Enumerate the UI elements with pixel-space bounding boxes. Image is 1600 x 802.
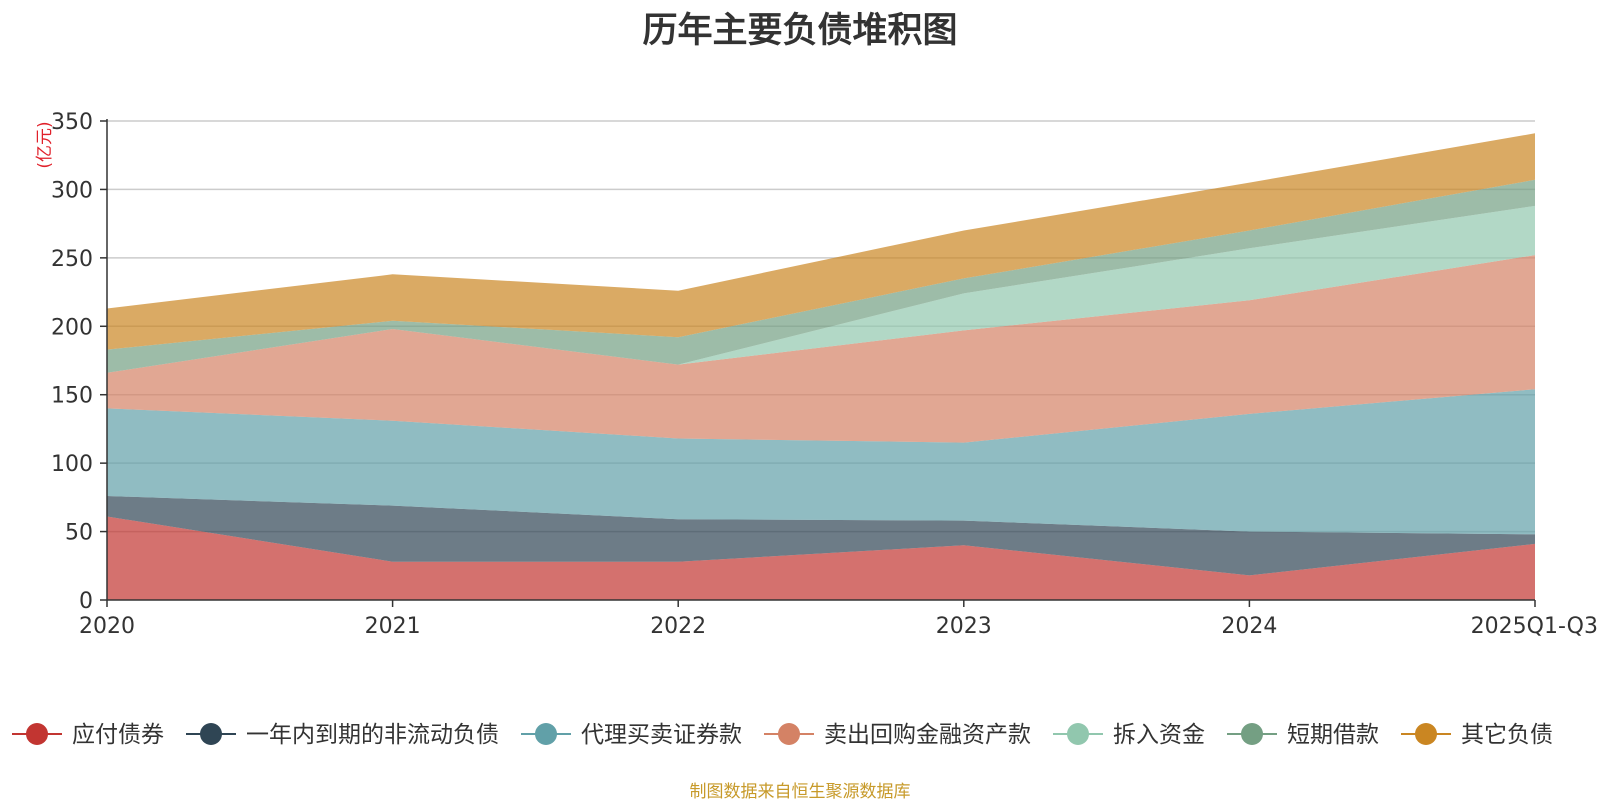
chart-title: 历年主要负债堆积图 bbox=[642, 11, 958, 51]
legend-label: 代理买卖证券款 bbox=[581, 722, 742, 748]
y-tick-label: 200 bbox=[51, 315, 93, 340]
y-tick-label: 250 bbox=[51, 247, 93, 272]
legend-marker bbox=[535, 723, 557, 745]
legend-label: 应付债券 bbox=[72, 722, 164, 748]
x-tick-label: 2023 bbox=[936, 614, 992, 639]
legend-item-3[interactable]: 卖出回购金融资产款 bbox=[764, 722, 1031, 748]
legend-item-4[interactable]: 拆入资金 bbox=[1053, 722, 1205, 748]
x-tick-label: 2024 bbox=[1221, 614, 1277, 639]
legend-label: 其它负债 bbox=[1461, 722, 1553, 748]
area-series-2 bbox=[107, 389, 1535, 535]
x-tick-label: 2020 bbox=[79, 614, 135, 639]
area-series-6 bbox=[107, 133, 1535, 350]
legend-marker bbox=[200, 723, 222, 745]
area-series-4 bbox=[107, 205, 1535, 373]
y-tick-label: 0 bbox=[79, 589, 93, 614]
legend-marker bbox=[1415, 723, 1437, 745]
legend-label: 短期借款 bbox=[1287, 722, 1379, 748]
legend-item-0[interactable]: 应付债券 bbox=[12, 722, 164, 748]
legend-marker bbox=[1241, 723, 1263, 745]
legend-marker bbox=[26, 723, 48, 745]
x-tick-label: 2022 bbox=[650, 614, 706, 639]
y-tick-label: 150 bbox=[51, 384, 93, 409]
legend-label: 卖出回购金融资产款 bbox=[824, 722, 1031, 748]
y-tick-label: 300 bbox=[51, 178, 93, 203]
y-tick-label: 350 bbox=[51, 110, 93, 135]
y-tick-label: 50 bbox=[65, 521, 93, 546]
area-series-0 bbox=[107, 516, 1535, 600]
x-tick-label: 2025Q1-Q3 bbox=[1471, 614, 1598, 639]
legend-label: 拆入资金 bbox=[1113, 722, 1205, 748]
legend-item-2[interactable]: 代理买卖证券款 bbox=[521, 722, 742, 748]
legend-label: 一年内到期的非流动负债 bbox=[246, 722, 499, 748]
area-series-1 bbox=[107, 496, 1535, 576]
legend-marker bbox=[1067, 723, 1089, 745]
y-tick-label: 100 bbox=[51, 452, 93, 477]
legend-marker bbox=[778, 723, 800, 745]
legend-item-1[interactable]: 一年内到期的非流动负债 bbox=[186, 722, 499, 748]
y-axis-unit-label: (亿元) bbox=[35, 121, 55, 168]
legend-item-5[interactable]: 短期借款 bbox=[1227, 722, 1379, 748]
area-series bbox=[107, 133, 1535, 600]
legend-item-6[interactable]: 其它负债 bbox=[1401, 722, 1553, 748]
axis-labels: 0 50 100 150 200 250 300 350 2020 2021 2022 2023 202… bbox=[51, 110, 1598, 639]
legend: 应付债券 一年内到期的非流动负债 代理买卖证券款 卖出回购金融资产款 拆入资金 短期借款 其… bbox=[12, 722, 1553, 748]
x-tick-label: 2021 bbox=[365, 614, 421, 639]
data-source-note: 制图数据来自恒生聚源数据库 bbox=[689, 782, 911, 802]
area-series-3 bbox=[107, 255, 1535, 443]
axes bbox=[100, 119, 1536, 607]
